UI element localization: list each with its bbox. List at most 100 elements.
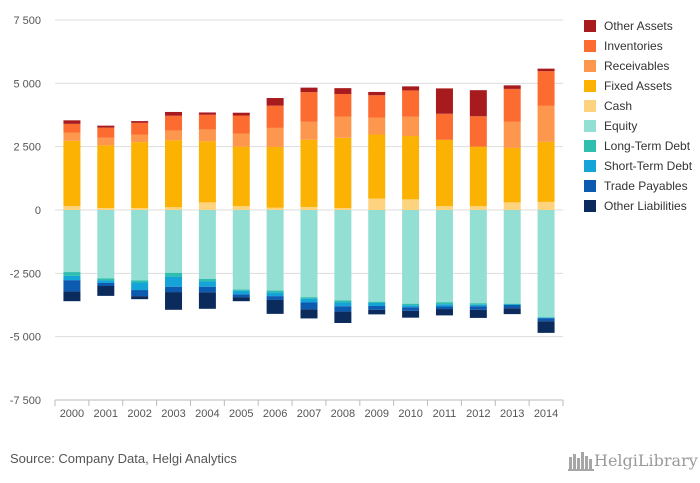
y-tick-label: -5 000: [10, 332, 41, 344]
bar-segment-short-term-debt: [266, 292, 284, 297]
legend-swatch: [584, 120, 596, 132]
bar-segment-short-term-debt: [334, 302, 352, 307]
bar-segment-trade-payables: [368, 306, 386, 310]
bar-segment-short-term-debt: [368, 302, 386, 307]
bar-segment-equity: [232, 210, 250, 290]
bar-segment-equity: [165, 210, 183, 273]
bar-segment-equity: [503, 210, 521, 304]
legend-swatch: [584, 200, 596, 212]
bar-segment-equity: [334, 210, 352, 301]
x-tick-label: 2003: [161, 408, 185, 420]
bar-segment-long-term-debt: [266, 290, 284, 293]
legend-swatch: [584, 20, 596, 32]
bar-segment-receivables: [232, 133, 250, 147]
bar-segment-trade-payables: [63, 280, 81, 292]
bar-segment-inventories: [503, 88, 521, 122]
bar-segment-other-assets: [503, 85, 521, 89]
bar-segment-fixed-assets: [97, 145, 115, 208]
bar-segment-receivables: [503, 121, 521, 148]
legend-item[interactable]: Other Liabilities: [584, 196, 692, 216]
bar-segment-other-liabilities: [266, 299, 284, 314]
bar-segment-receivables: [300, 121, 318, 140]
bar-segment-other-liabilities: [300, 309, 318, 319]
y-tick-label: 2 500: [13, 142, 41, 154]
bar-segment-short-term-debt: [300, 298, 318, 303]
bar-segment-inventories: [165, 115, 183, 131]
bar-segment-cash: [435, 206, 453, 210]
bar-segment-short-term-debt: [435, 304, 453, 307]
bar-segment-other-liabilities: [402, 310, 420, 318]
legend-item[interactable]: Trade Payables: [584, 176, 692, 196]
bar-segment-fixed-assets: [334, 137, 352, 208]
x-tick-label: 2014: [534, 408, 558, 420]
bar-segment-short-term-debt: [131, 282, 149, 291]
bar-segment-trade-payables: [402, 307, 420, 311]
bar-segment-inventories: [537, 71, 555, 106]
bar-segment-other-assets: [300, 87, 318, 93]
legend-swatch: [584, 40, 596, 52]
bar-segment-inventories: [334, 93, 352, 117]
bar-segment-receivables: [266, 127, 284, 147]
bar-segment-inventories: [469, 116, 487, 147]
bar-segment-cash: [165, 207, 183, 210]
bar-segment-other-liabilities: [198, 292, 216, 309]
legend-item[interactable]: Long-Term Debt: [584, 136, 692, 156]
bar-segment-inventories: [300, 92, 318, 122]
x-tick-label: 2008: [331, 408, 355, 420]
bar-segment-other-assets: [537, 68, 555, 72]
x-tick-label: 2010: [398, 408, 422, 420]
bar-segment-trade-payables: [300, 302, 318, 310]
bar-segment-cash: [97, 207, 115, 210]
x-tick-label: 2006: [263, 408, 287, 420]
bar-segment-long-term-debt: [300, 297, 318, 299]
legend-label: Inventories: [604, 39, 663, 53]
bar-segment-receivables: [402, 116, 420, 137]
bar-segment-equity: [131, 210, 149, 281]
legend-label: Equity: [604, 119, 638, 133]
bar-segment-fixed-assets: [300, 139, 318, 207]
bar-segment-long-term-debt: [198, 278, 216, 282]
bar-segment-receivables: [368, 117, 386, 135]
bar-segment-receivables: [131, 134, 149, 143]
legend-item[interactable]: Other Assets: [584, 16, 692, 36]
bar-segment-equity: [97, 210, 115, 279]
bar-segment-other-assets: [402, 86, 420, 91]
helgi-library-books-icon: [568, 452, 594, 471]
bar-segment-inventories: [232, 115, 250, 134]
bar-segment-other-assets: [97, 125, 115, 128]
bar-segment-other-liabilities: [97, 286, 115, 296]
legend-swatch: [584, 180, 596, 192]
x-tick-label: 2009: [364, 408, 388, 420]
x-tick-label: 2007: [297, 408, 321, 420]
bar-segment-cash: [469, 206, 487, 210]
bar-segment-fixed-assets: [537, 141, 555, 202]
bar-segment-trade-payables: [165, 286, 183, 293]
bar-segment-trade-payables: [435, 306, 453, 310]
bar-segment-fixed-assets: [63, 140, 81, 207]
legend-label: Other Assets: [604, 19, 673, 33]
bar-segment-other-assets: [435, 88, 453, 114]
chart-legend: Other Assets Inventories Receivables Fixed …: [584, 16, 692, 216]
legend-item[interactable]: Inventories: [584, 36, 692, 56]
legend-item[interactable]: Equity: [584, 116, 692, 136]
bar-segment-cash: [368, 198, 386, 210]
legend-item[interactable]: Short-Term Debt: [584, 156, 692, 176]
bar-segment-other-liabilities: [232, 297, 250, 302]
legend-label: Fixed Assets: [604, 79, 673, 93]
bar-segment-short-term-debt: [165, 276, 183, 287]
legend-item[interactable]: Cash: [584, 96, 692, 116]
bar-segment-equity: [300, 210, 318, 298]
bar-segment-trade-payables: [198, 286, 216, 293]
bar-segment-long-term-debt: [63, 272, 81, 276]
legend-label: Long-Term Debt: [604, 139, 691, 153]
legend-item[interactable]: Receivables: [584, 56, 692, 76]
bar-segment-long-term-debt: [368, 301, 386, 303]
bar-segment-trade-payables: [97, 282, 115, 286]
bar-segment-equity: [266, 210, 284, 291]
bar-segment-long-term-debt: [334, 300, 352, 303]
legend-item[interactable]: Fixed Assets: [584, 76, 692, 96]
bar-segment-other-liabilities: [334, 311, 352, 323]
bar-segment-long-term-debt: [402, 303, 420, 306]
bar-segment-trade-payables: [131, 290, 149, 297]
y-tick-label: -7 500: [10, 395, 41, 407]
